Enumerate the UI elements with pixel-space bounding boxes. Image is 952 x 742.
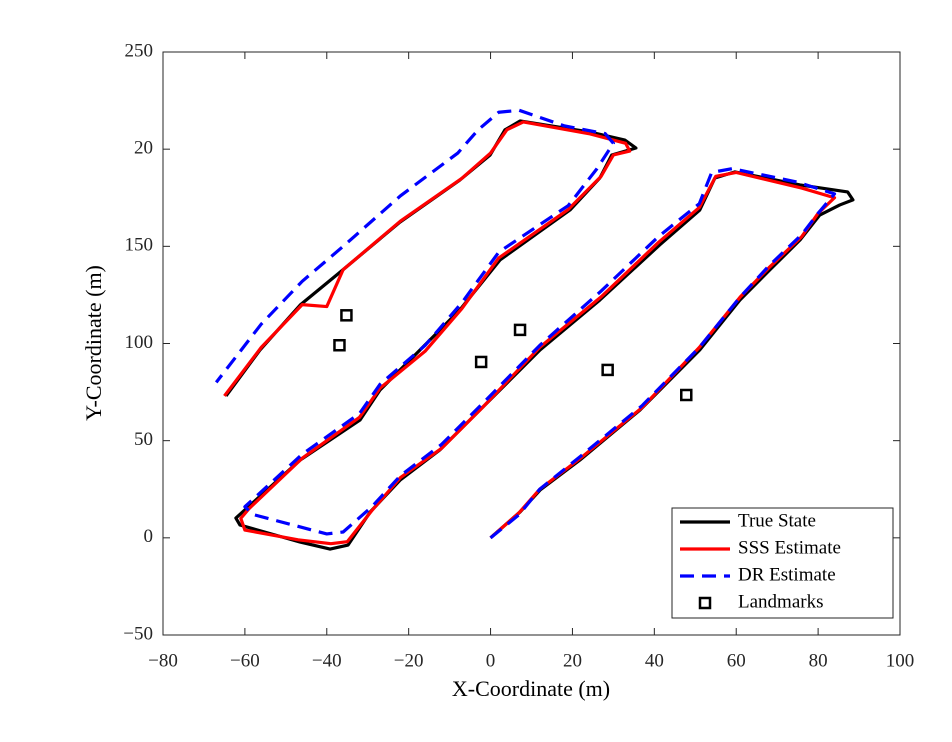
y-tick-label: 100 <box>125 332 154 353</box>
legend-label: DR Estimate <box>738 564 836 585</box>
x-tick-label: 60 <box>727 650 746 671</box>
x-tick-label: 40 <box>645 650 664 671</box>
x-tick-label: 20 <box>563 650 582 671</box>
y-tick-label: 0 <box>144 526 154 547</box>
legend-label: True State <box>738 510 816 531</box>
x-tick-label: −20 <box>394 650 424 671</box>
landmark-marker <box>333 338 346 352</box>
y-tick-label: 20 <box>134 138 153 159</box>
y-tick-label: 250 <box>125 40 154 61</box>
landmark-marker <box>474 355 488 369</box>
y-tick-label: 50 <box>134 429 153 450</box>
x-tick-label: 0 <box>486 650 496 671</box>
landmark-marker <box>601 363 614 377</box>
x-tick-label: −60 <box>230 650 260 671</box>
x-tick-label: −80 <box>148 650 178 671</box>
landmark-marker <box>340 309 353 322</box>
landmark-marker <box>680 388 693 402</box>
y-tick-label: −50 <box>123 623 153 644</box>
x-axis-label: X-Coordinate (m) <box>452 676 610 701</box>
series-line <box>223 120 837 546</box>
legend-label: SSS Estimate <box>738 537 841 558</box>
y-axis-label: Y-Coordinate (m) <box>81 265 106 421</box>
series-line <box>214 108 837 540</box>
x-tick-label: −40 <box>312 650 342 671</box>
legend-marker <box>698 596 712 610</box>
landmark-marker <box>513 323 527 337</box>
legend-label: Landmarks <box>738 591 823 612</box>
x-tick-label: 100 <box>886 650 915 671</box>
y-tick-label: 150 <box>125 235 154 256</box>
axes-box <box>162 51 901 636</box>
x-tick-label: 80 <box>809 650 828 671</box>
